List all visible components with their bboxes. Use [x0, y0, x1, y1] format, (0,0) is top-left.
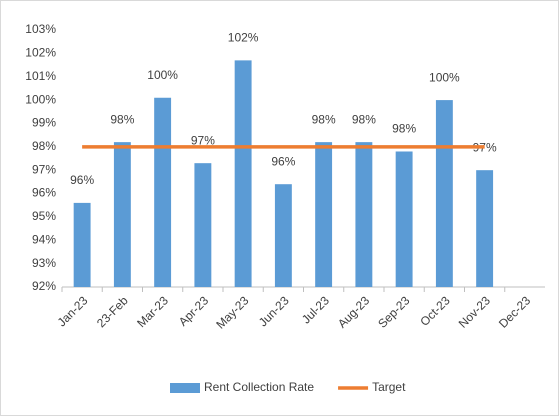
bar [234, 60, 252, 287]
data-label: 97% [473, 140, 497, 154]
data-label: 98% [110, 112, 134, 126]
legend-label: Rent Collection Rate [204, 380, 314, 394]
bar [274, 184, 292, 287]
bar [113, 142, 131, 287]
bar [194, 163, 212, 287]
y-tick-label: 97% [32, 162, 56, 176]
bar [315, 142, 333, 287]
data-label: 98% [392, 122, 416, 136]
y-tick-label: 92% [32, 279, 56, 293]
bar [73, 202, 91, 287]
bar [355, 142, 373, 287]
data-label: 98% [312, 112, 336, 126]
y-tick-label: 100% [25, 92, 56, 106]
data-label: 98% [352, 112, 376, 126]
y-tick-label: 93% [32, 256, 56, 270]
y-tick-label: 95% [32, 209, 56, 223]
data-label: 100% [429, 70, 460, 84]
bar [395, 151, 413, 287]
bar [435, 100, 453, 287]
legend-swatch [170, 383, 200, 393]
y-tick-label: 99% [32, 116, 56, 130]
y-tick-label: 102% [25, 46, 56, 60]
y-tick-label: 96% [32, 186, 56, 200]
y-tick-label: 101% [25, 69, 56, 83]
data-label: 97% [191, 133, 215, 147]
bar [154, 97, 172, 287]
y-tick-label: 98% [32, 139, 56, 153]
y-tick-label: 103% [25, 22, 56, 36]
data-label: 96% [70, 173, 94, 187]
bar [476, 170, 494, 287]
data-label: 96% [271, 154, 295, 168]
y-tick-label: 94% [32, 232, 56, 246]
data-label: 102% [228, 31, 259, 45]
data-label: 100% [147, 68, 178, 82]
legend-label: Target [372, 380, 406, 394]
